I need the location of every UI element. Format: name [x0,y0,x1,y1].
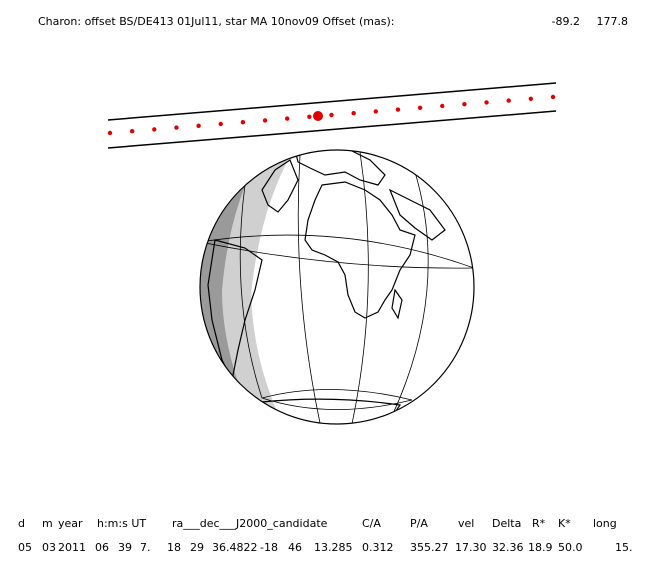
cell: 17.30 [455,541,487,554]
globe [199,149,475,425]
meridian [239,184,263,399]
cell: 06 [95,541,109,554]
terminator [251,150,301,424]
column-header: vel [458,517,474,530]
column-header: ra___dec___J2000_candidate [172,517,328,530]
closest-approach [313,111,323,121]
shadow-path [107,82,557,149]
cell: 7. [140,541,151,554]
cell: 39 [118,541,132,554]
path-dot [351,111,356,116]
cell: 32.36 [492,541,524,554]
cell: 2011 [58,541,86,554]
offset-x: -89.2 [552,15,580,28]
title: Charon: offset BS/DE413 01Jul11, star MA… [38,15,394,28]
south-america [207,239,263,382]
path-dot [440,103,445,109]
meridian [297,154,321,424]
globe-outline [199,149,475,425]
meridian [351,151,369,424]
column-header: year [58,517,83,530]
meridian [391,171,429,417]
path-dot [395,107,401,112]
africa [304,181,416,319]
path-dot [262,118,268,123]
cell: 05 [18,541,32,554]
path-dot [528,96,534,102]
cell: -18 [260,541,278,554]
offset-y: 177.8 [597,15,629,28]
path-dot [218,121,223,127]
column-header: P/A [410,517,428,530]
cell: 29 [190,541,204,554]
column-header: h:m:s UT [97,517,146,530]
cell: 13.285 [314,541,353,554]
column-header: R* [532,517,546,530]
path-dot [550,94,556,100]
column-header: C/A [362,517,381,530]
path-dot [174,125,179,130]
path-dot [285,116,290,121]
path-dot [462,102,467,107]
cell: 50.0 [558,541,583,554]
cell: 15. [615,541,633,554]
cell: 355.27 [410,541,449,554]
column-header: K* [558,517,571,530]
equator [200,234,474,269]
column-header: d [18,517,25,530]
path-dot [329,112,334,118]
cell: 03 [42,541,56,554]
madagascar [391,288,403,320]
path-dot [506,98,511,103]
latitude-circle [261,389,413,410]
europe [294,150,386,186]
cell: 46 [288,541,302,554]
path-dot [196,123,201,128]
greenland-iceland [261,159,299,213]
path-dot [417,105,423,111]
cell: 18.9 [528,541,553,554]
globe-disk [200,150,474,424]
cell: 36.4822 [212,541,258,554]
arabia [388,188,446,241]
column-header: m [42,517,53,530]
cell: 0.312 [362,541,394,554]
path-dot [307,114,312,120]
path-dot [484,100,489,105]
path-limit-north [107,82,557,121]
cell: 18 [167,541,181,554]
path-dot [107,130,113,136]
path-dot [152,127,157,132]
column-header: long [593,517,617,530]
path-dot [240,120,246,125]
path-dot [373,109,378,114]
path-dot [129,129,135,134]
column-header: Delta [492,517,521,530]
path-limit-south [107,110,557,149]
